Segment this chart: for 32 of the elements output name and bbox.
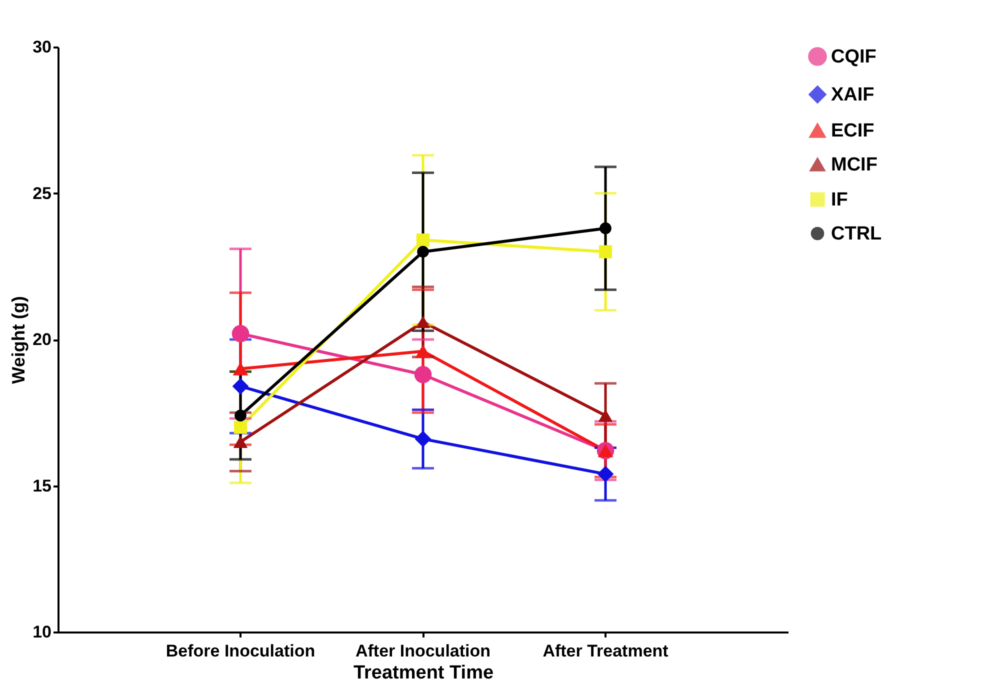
legend-label: ECIF (831, 120, 874, 142)
point (416, 316, 430, 328)
x-tick-label: Before Inoculation (166, 642, 316, 660)
legend-label: XAIF (831, 84, 874, 106)
point (598, 245, 612, 258)
point (234, 410, 246, 422)
legend-label: CQIF (831, 46, 876, 68)
point (597, 466, 614, 482)
point (415, 344, 431, 358)
point (414, 366, 432, 384)
point (417, 246, 429, 258)
legend-label: MCIF (831, 154, 878, 176)
point (232, 362, 248, 376)
x-axis-title: Treatment Time (353, 662, 494, 684)
y-axis-title: Weight (g) (8, 296, 29, 384)
x-tick-label: After Treatment (542, 642, 669, 660)
y-tick-label: 20 (32, 330, 52, 349)
y-tick-label: 15 (32, 476, 52, 496)
y-tick-label: 30 (32, 38, 52, 56)
point (232, 325, 250, 342)
y-tick-label: 10 (32, 622, 52, 642)
point (416, 233, 430, 247)
point (233, 436, 248, 448)
legend-label: IF (831, 190, 848, 210)
point (600, 222, 612, 234)
y-tick-label: 25 (32, 184, 52, 203)
point (414, 430, 432, 448)
point (234, 420, 248, 434)
x-tick-label: After Inoculation (355, 642, 491, 660)
point (598, 409, 613, 422)
legend-label: CTRL (831, 224, 882, 244)
point (232, 378, 249, 394)
